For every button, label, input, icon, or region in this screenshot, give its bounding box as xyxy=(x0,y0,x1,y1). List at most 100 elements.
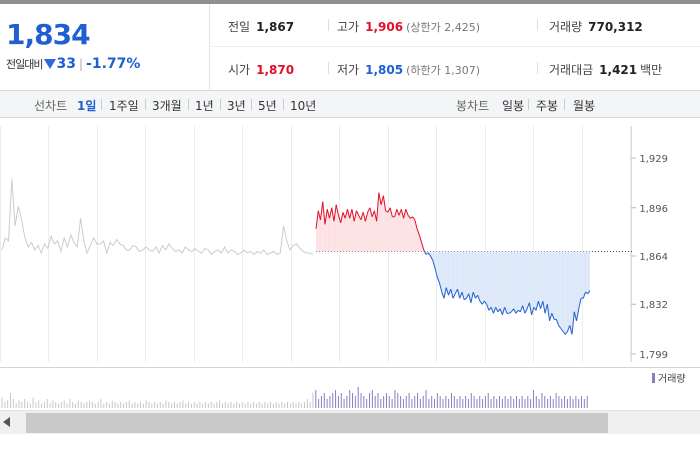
tab-1year[interactable]: 1년 xyxy=(195,99,214,113)
down-area-fill xyxy=(506,251,510,314)
price-line-up-segment xyxy=(346,209,351,219)
price-line-down-segment xyxy=(430,255,434,261)
prev-close-label: 전일 xyxy=(228,20,251,34)
down-area-fill xyxy=(446,251,449,296)
up-area-fill xyxy=(345,209,348,252)
price-line-down-segment xyxy=(537,301,542,309)
price-line-down-segment xyxy=(470,292,474,303)
up-area-fill xyxy=(390,207,393,252)
price-line-down-segment xyxy=(439,283,443,293)
tab-5year[interactable]: 5년 xyxy=(258,99,277,113)
info-divider xyxy=(537,19,538,31)
low-cell: 저가 1,805 (하한가 1,307) xyxy=(337,61,480,78)
price-line-down-segment xyxy=(573,311,578,321)
price-line-down-segment xyxy=(441,292,445,299)
price-line-up-segment xyxy=(398,209,402,216)
up-area-fill xyxy=(349,209,352,252)
change-value: 33 xyxy=(56,56,76,72)
down-area-fill xyxy=(569,251,573,335)
up-area-fill xyxy=(363,212,366,252)
up-area-fill xyxy=(342,212,346,252)
price-line-down-segment xyxy=(477,295,481,302)
y-tick-label: 1,929 xyxy=(639,154,668,165)
price-line-down-segment xyxy=(443,287,447,299)
tab-1day[interactable]: 1일 xyxy=(77,99,97,113)
price-line-down-segment xyxy=(540,301,544,309)
volume-cell: 거래량 770,312 xyxy=(549,18,643,35)
tab-daily-candle[interactable]: 일봉 xyxy=(502,99,525,113)
price-line-down-segment xyxy=(555,319,560,326)
price-line-up-segment xyxy=(317,210,321,220)
down-area-fill xyxy=(560,251,564,332)
price-line-up-segment xyxy=(400,209,405,219)
price-line-down-segment xyxy=(576,308,580,321)
down-area-fill xyxy=(531,251,534,315)
open-value: 1,870 xyxy=(256,63,295,77)
down-area-fill xyxy=(563,251,566,335)
price-line-up-segment xyxy=(358,215,362,221)
down-area-fill xyxy=(439,251,442,293)
down-area-fill xyxy=(567,251,570,332)
tab-divider xyxy=(220,99,221,110)
up-area-fill xyxy=(327,209,330,252)
down-area-fill xyxy=(515,251,519,314)
price-line-up-segment xyxy=(349,209,353,219)
price-line-down-segment xyxy=(564,331,568,335)
up-area-fill xyxy=(408,215,411,252)
high-value: 1,906 xyxy=(365,20,404,34)
amount-cell: 거래대금 1,421 백만 xyxy=(549,61,668,78)
price-line-down-segment xyxy=(436,276,440,284)
up-area-fill xyxy=(369,207,373,252)
price-line-up-segment xyxy=(394,209,398,217)
tab-divider xyxy=(251,99,252,110)
up-area-fill xyxy=(367,207,370,252)
down-triangle-icon xyxy=(44,59,57,69)
down-area-fill xyxy=(457,251,460,299)
tab-1week[interactable]: 1주일 xyxy=(109,99,139,113)
up-area-fill xyxy=(385,210,388,252)
price-line-down-segment xyxy=(466,293,470,299)
price-line-up-segment xyxy=(315,210,319,229)
price-summary: 1,834 전일대비 33 | -1.77% xyxy=(0,4,210,90)
info-divider xyxy=(537,62,538,74)
price-line-down-segment xyxy=(452,293,456,299)
low-label: 저가 xyxy=(337,63,360,77)
price-line-up-segment xyxy=(351,209,355,222)
price-line-down-segment xyxy=(501,307,506,315)
price-line-down-segment xyxy=(425,252,429,255)
up-area-fill xyxy=(419,234,422,252)
down-area-fill xyxy=(527,251,530,309)
tab-3month[interactable]: 3개월 xyxy=(152,99,182,113)
prev-close-value: 1,867 xyxy=(256,20,295,34)
price-line-up-segment xyxy=(324,209,328,225)
tab-3year[interactable]: 3년 xyxy=(227,99,246,113)
price-line-down-segment xyxy=(486,304,490,311)
up-area-fill xyxy=(405,209,409,252)
price-line-down-segment xyxy=(468,293,472,303)
price-line-down-segment xyxy=(427,252,431,257)
up-area-fill xyxy=(322,201,325,252)
price-line-up-segment xyxy=(328,207,333,219)
price-line-down-segment xyxy=(569,325,573,335)
price-line-down-segment xyxy=(567,325,571,332)
down-area-fill xyxy=(585,251,588,294)
tab-10year[interactable]: 10년 xyxy=(290,99,317,113)
open-cell: 시가 1,870 xyxy=(228,61,294,78)
price-line-down-segment xyxy=(495,307,499,313)
price-line-up-segment xyxy=(414,219,418,229)
price-line-up-segment xyxy=(382,195,387,211)
tab-weekly-candle[interactable]: 주봉 xyxy=(536,99,559,113)
change-row: 전일대비 33 | -1.77% xyxy=(6,56,140,72)
down-area-fill xyxy=(542,251,546,314)
down-area-fill xyxy=(437,251,440,284)
tab-monthly-candle[interactable]: 월봉 xyxy=(573,99,596,113)
down-area-fill xyxy=(576,251,579,321)
down-area-fill xyxy=(513,251,516,314)
up-area-fill xyxy=(333,204,337,252)
scroll-thumb[interactable] xyxy=(26,413,608,433)
down-area-fill xyxy=(479,251,483,305)
scroll-left-arrow-icon[interactable] xyxy=(3,417,10,427)
down-area-fill xyxy=(466,251,469,299)
price-line-up-segment xyxy=(355,210,360,216)
chart-scrollbar[interactable] xyxy=(0,410,700,434)
